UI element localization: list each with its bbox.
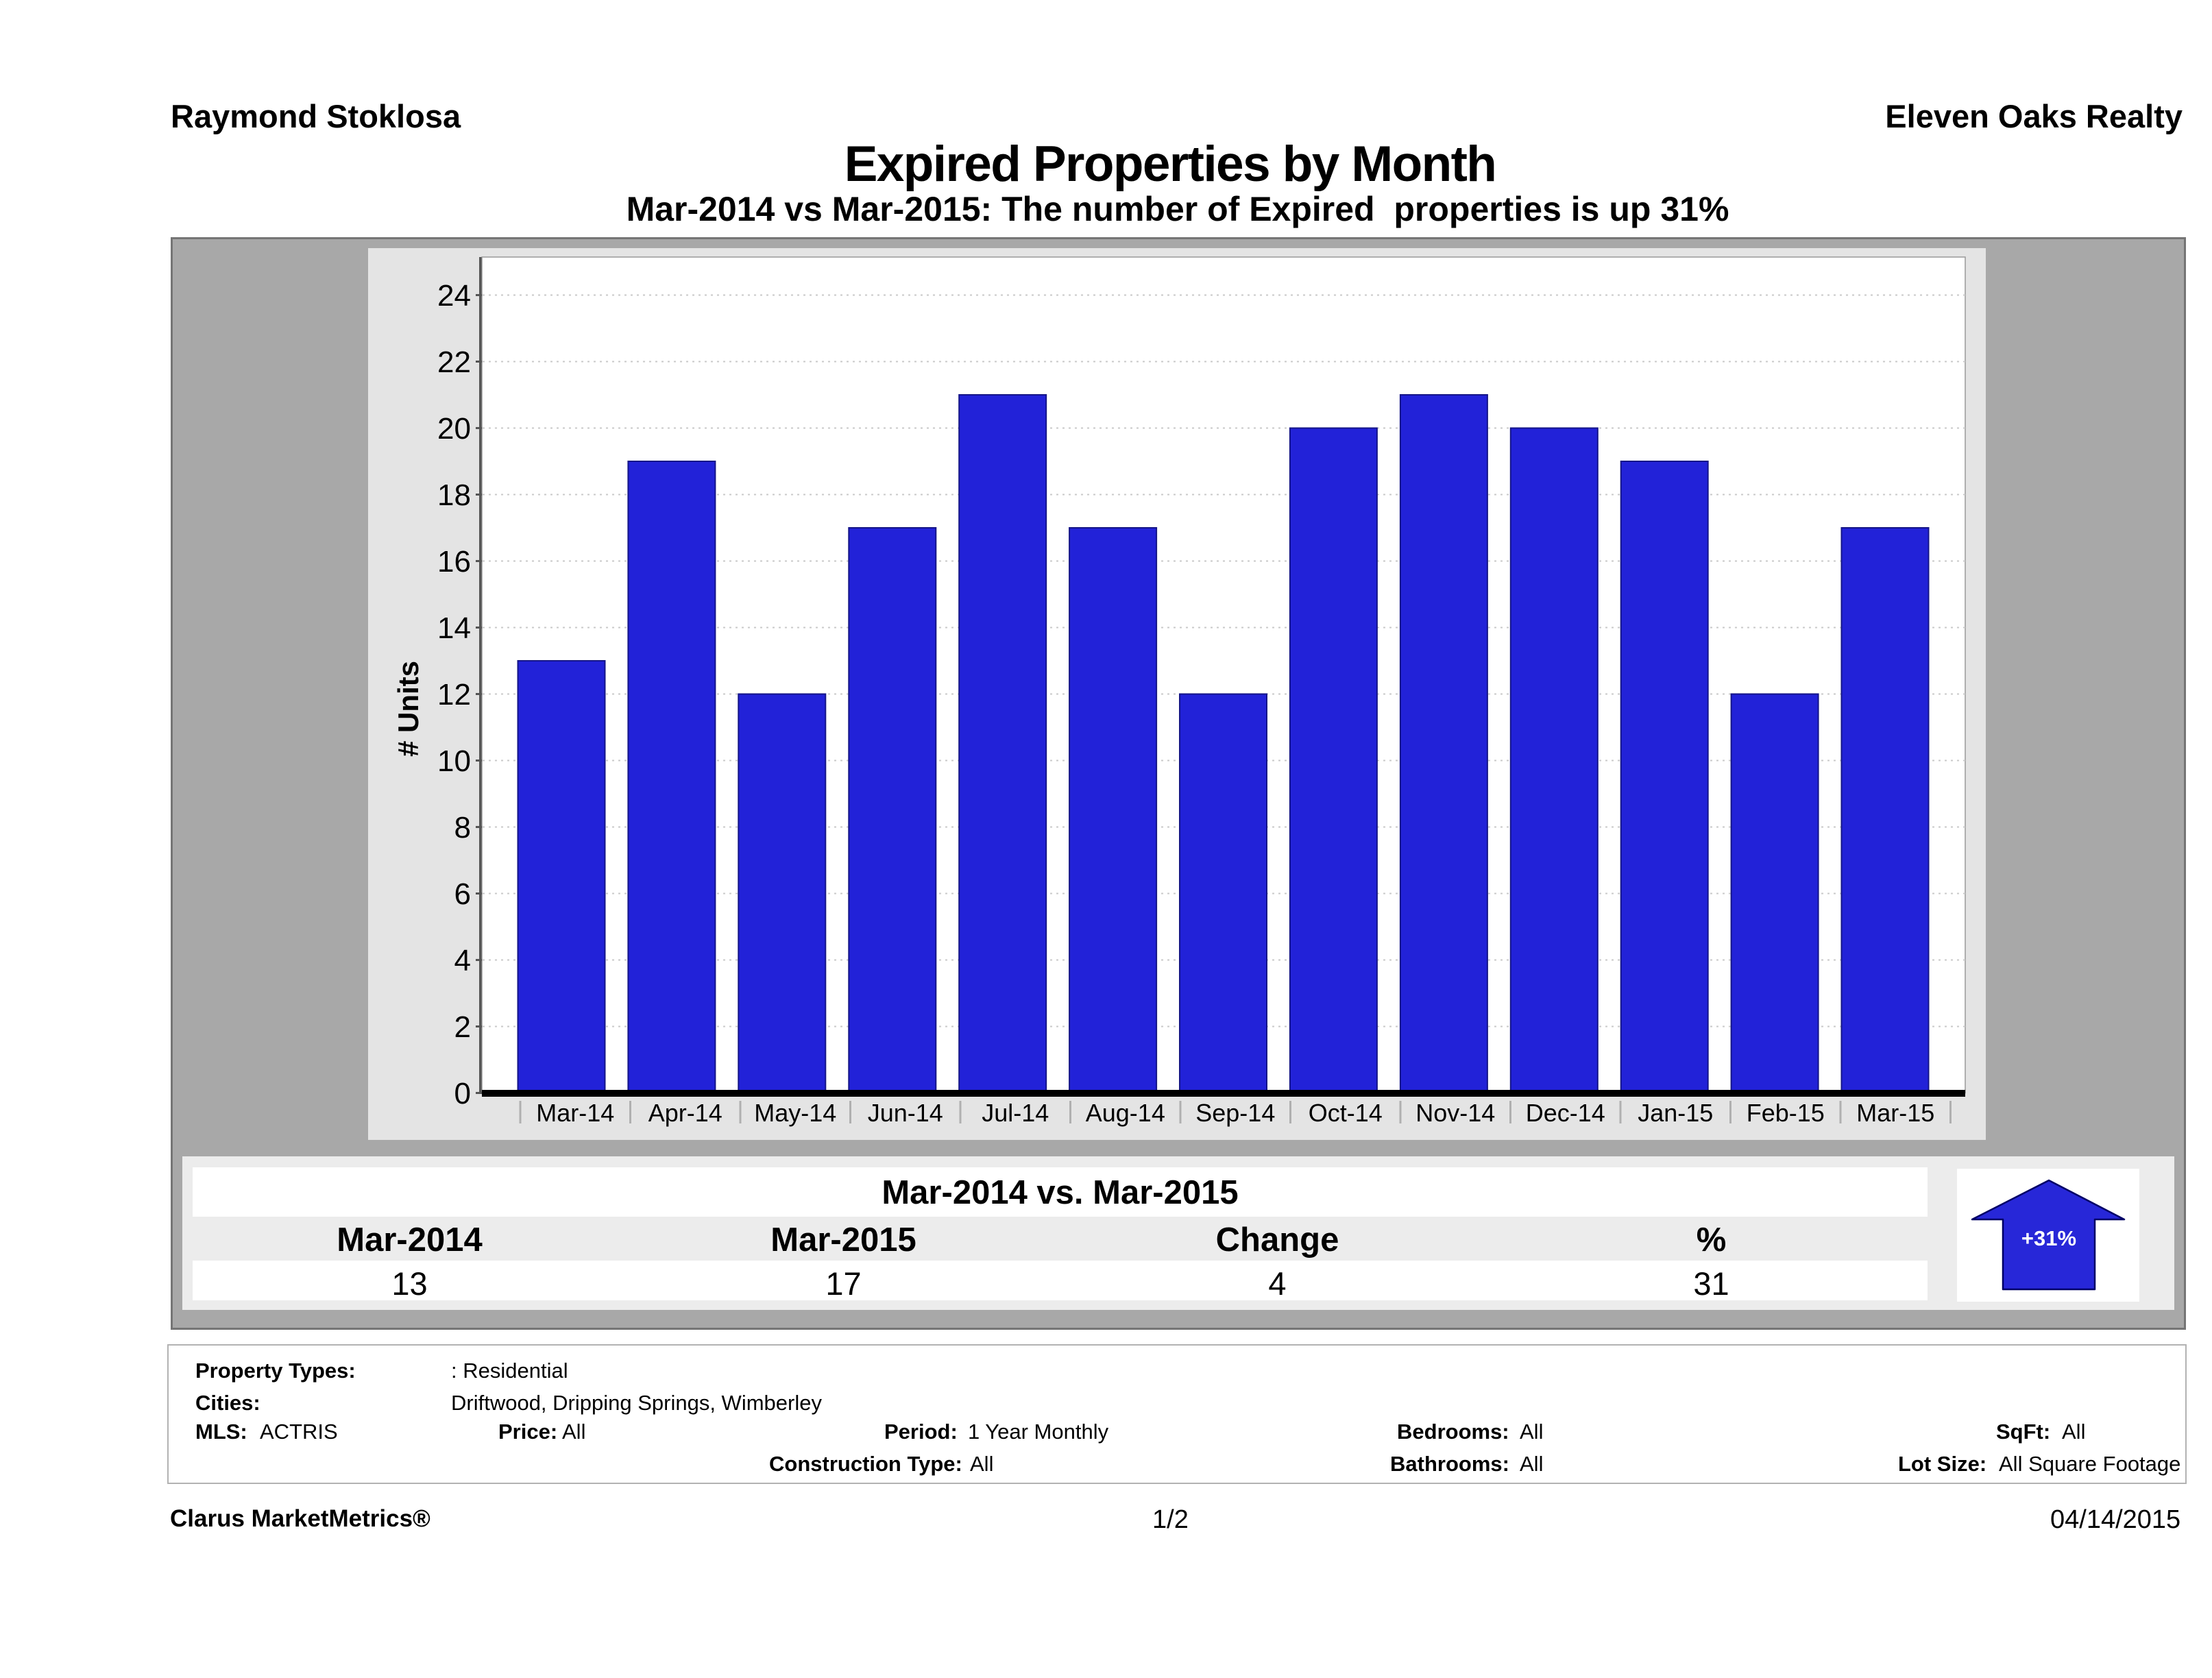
svg-text:Oct-14: Oct-14: [1309, 1099, 1383, 1127]
svg-text:6: 6: [454, 877, 471, 911]
svg-text:12: 12: [437, 678, 471, 712]
svg-text:Jan-15: Jan-15: [1638, 1099, 1713, 1127]
svg-text:Mar-15: Mar-15: [1856, 1099, 1934, 1127]
svg-text:0: 0: [454, 1077, 471, 1110]
svg-text:+31%: +31%: [2021, 1226, 2076, 1250]
svg-text:8: 8: [454, 811, 471, 844]
svg-text:Apr-14: Apr-14: [648, 1099, 722, 1127]
svg-text:20: 20: [437, 412, 471, 446]
svg-text:Sep-14: Sep-14: [1195, 1099, 1275, 1127]
svg-text:Nov-14: Nov-14: [1415, 1099, 1495, 1127]
svg-text:10: 10: [437, 744, 471, 778]
svg-text:18: 18: [437, 478, 471, 512]
svg-text:Jun-14: Jun-14: [868, 1099, 943, 1127]
svg-text:Dec-14: Dec-14: [1526, 1099, 1605, 1127]
svg-text:May-14: May-14: [754, 1099, 836, 1127]
svg-text:4: 4: [454, 944, 471, 977]
svg-text:24: 24: [437, 279, 471, 313]
svg-text:# Units: # Units: [392, 661, 424, 757]
svg-text:16: 16: [437, 545, 471, 579]
svg-text:2: 2: [454, 1010, 471, 1044]
svg-text:Jul-14: Jul-14: [982, 1099, 1049, 1127]
svg-text:22: 22: [437, 345, 471, 379]
svg-text:Mar-14: Mar-14: [536, 1099, 614, 1127]
svg-text:Aug-14: Aug-14: [1086, 1099, 1165, 1127]
svg-text:14: 14: [437, 611, 471, 645]
svg-text:Feb-15: Feb-15: [1747, 1099, 1825, 1127]
